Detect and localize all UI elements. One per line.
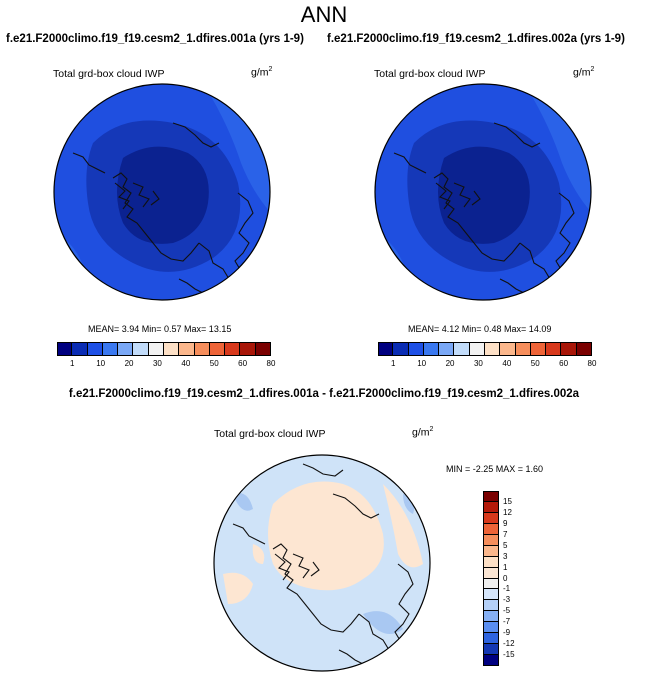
right-colorbar-swatch xyxy=(393,342,409,356)
left-colorbar-tick-label: 20 xyxy=(124,359,134,368)
right-colorbar-swatch xyxy=(500,342,516,356)
diff-colorbar-tick-label: 15 xyxy=(503,496,512,506)
right-colorbar-swatch xyxy=(423,342,440,356)
diff-units-label: g/m2 xyxy=(412,426,434,439)
left-colorbar-tick-label: 1 xyxy=(70,359,75,368)
figure-title: ANN xyxy=(300,2,348,27)
left-colorbar-swatch xyxy=(209,342,226,356)
right-stats: MEAN= 4.12 Min= 0.48 Max= 14.09 xyxy=(408,324,552,334)
right-colorbar-swatch xyxy=(530,342,547,356)
left-colorbar-tick-label: 60 xyxy=(238,359,248,368)
left-colorbar-swatch xyxy=(57,342,73,356)
left-colorbar-swatch xyxy=(225,342,241,356)
diff-colorbar-swatch xyxy=(483,644,499,656)
right-colorbar-swatch xyxy=(546,342,562,356)
left-variable-label: Total grd-box cloud IWP xyxy=(53,68,165,80)
diff-colorbar-swatch xyxy=(483,589,499,601)
right-colorbar-swatch xyxy=(515,342,531,356)
diff-colorbar-tick-label: 9 xyxy=(503,518,508,528)
diff-colorbar-swatch xyxy=(483,567,499,579)
left-colorbar-swatch xyxy=(133,342,149,356)
diff-colorbar-tick-label: 7 xyxy=(503,529,508,539)
diff-colorbar-tick-label: 3 xyxy=(503,551,508,561)
left-colorbar-swatch xyxy=(72,342,88,356)
diff-colorbar-swatch xyxy=(483,622,499,634)
diff-colorbar-swatch xyxy=(483,523,499,535)
diff-colorbar-tick-label: -9 xyxy=(503,628,511,638)
diff-colorbar-tick-label: -15 xyxy=(503,650,515,660)
left-case-title: f.e21.F2000climo.f19_f19.cesm2_1.dfires.… xyxy=(6,33,304,45)
right-colorbar-swatch xyxy=(469,342,485,356)
left-colorbar-swatch xyxy=(179,342,195,356)
right-colorbar-tick-label: 60 xyxy=(559,359,569,368)
left-colorbar-swatch xyxy=(255,342,271,356)
left-colorbar-tick-label: 30 xyxy=(152,359,162,368)
diff-variable-label: Total grd-box cloud IWP xyxy=(214,428,326,440)
left-colorbar-swatch xyxy=(240,342,256,356)
diff-colorbar-swatch xyxy=(483,655,499,666)
right-polar-map xyxy=(374,83,592,301)
left-stats: MEAN= 3.94 Min= 0.57 Max= 13.15 xyxy=(88,324,232,334)
right-colorbar-tick-label: 80 xyxy=(587,359,597,368)
difference-colorbar-labels: 15 12 9 7 5 3 1 0 -1 -3 -5 -7 -9 -12 -15 xyxy=(503,491,543,666)
left-colorbar-swatch xyxy=(148,342,164,356)
left-colorbar-swatch xyxy=(118,342,134,356)
diff-colorbar-swatch xyxy=(483,556,499,568)
diff-colorbar-swatch xyxy=(483,545,499,557)
diff-colorbar-swatch xyxy=(483,512,499,524)
left-colorbar-tick-label: 40 xyxy=(181,359,191,368)
diff-colorbar-swatch xyxy=(483,501,499,513)
diff-colorbar-swatch xyxy=(483,578,499,590)
left-polar-map xyxy=(53,83,271,301)
left-colorbar-labels: 1 10 20 30 40 50 60 80 xyxy=(57,359,275,371)
right-colorbar xyxy=(378,342,592,356)
right-colorbar-tick-label: 50 xyxy=(530,359,540,368)
diff-colorbar-tick-label: 1 xyxy=(503,562,508,572)
right-colorbar-tick-label: 20 xyxy=(445,359,455,368)
diff-colorbar-tick-label: -5 xyxy=(503,606,511,616)
left-colorbar-swatch xyxy=(87,342,103,356)
left-colorbar-swatch xyxy=(164,342,180,356)
diff-colorbar-tick-label: -3 xyxy=(503,595,511,605)
diff-colorbar-tick-label: 12 xyxy=(503,507,512,517)
diff-colorbar-tick-label: -12 xyxy=(503,639,515,649)
right-colorbar-tick-label: 10 xyxy=(417,359,427,368)
diff-colorbar-swatch xyxy=(483,600,499,612)
left-units-label: g/m2 xyxy=(251,66,273,79)
diff-colorbar-tick-label: -1 xyxy=(503,584,511,594)
left-colorbar-tick-label: 80 xyxy=(266,359,276,368)
diff-colorbar-tick-label: -7 xyxy=(503,617,511,627)
right-colorbar-swatch xyxy=(378,342,394,356)
left-colorbar-swatch xyxy=(194,342,210,356)
right-colorbar-swatch xyxy=(561,342,577,356)
right-colorbar-swatch xyxy=(454,342,470,356)
diff-colorbar-swatch xyxy=(483,491,499,502)
right-colorbar-labels: 1 10 20 30 40 50 60 80 xyxy=(378,359,596,371)
diff-colorbar-swatch xyxy=(483,534,499,546)
diff-stats: MIN = -2.25 MAX = 1.60 xyxy=(446,464,544,474)
left-colorbar-swatch xyxy=(102,342,119,356)
diff-colorbar-tick-label: 0 xyxy=(503,573,508,583)
diff-colorbar-swatch xyxy=(483,633,499,645)
right-colorbar-swatch xyxy=(408,342,424,356)
right-variable-label: Total grd-box cloud IWP xyxy=(374,68,486,80)
diff-colorbar-swatch xyxy=(483,611,499,623)
right-colorbar-swatch xyxy=(439,342,455,356)
left-colorbar-tick-label: 50 xyxy=(209,359,219,368)
right-units-label: g/m2 xyxy=(573,66,595,79)
right-colorbar-swatch xyxy=(485,342,501,356)
difference-colorbar xyxy=(483,491,499,666)
right-colorbar-tick-label: 30 xyxy=(473,359,483,368)
difference-polar-map xyxy=(213,454,431,672)
diff-colorbar-tick-label: 5 xyxy=(503,540,508,550)
right-colorbar-tick-label: 1 xyxy=(391,359,396,368)
left-colorbar xyxy=(57,342,271,356)
difference-title: f.e21.F2000climo.f19_f19.cesm2_1.dfires.… xyxy=(68,388,580,400)
right-case-title: f.e21.F2000climo.f19_f19.cesm2_1.dfires.… xyxy=(327,33,625,45)
right-colorbar-tick-label: 40 xyxy=(502,359,512,368)
right-colorbar-swatch xyxy=(576,342,592,356)
left-colorbar-tick-label: 10 xyxy=(96,359,106,368)
